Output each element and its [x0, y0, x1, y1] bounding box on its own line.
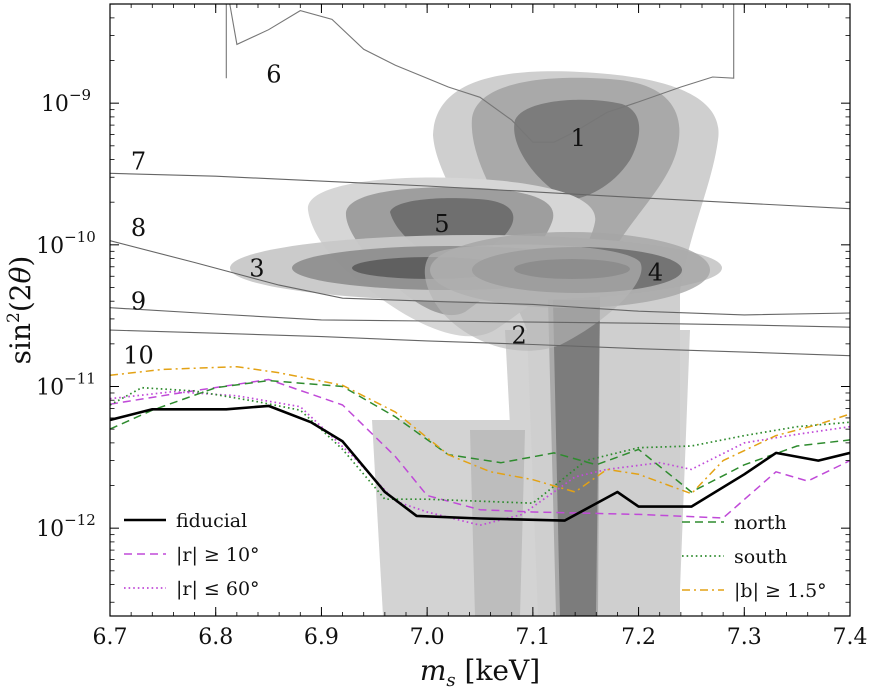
legend-item-b15: |b| ≥ 1.5° — [682, 580, 827, 602]
series-line-north — [110, 379, 850, 493]
x-tick-label: 7.0 — [410, 625, 445, 650]
y-tick-label: 10−11 — [36, 370, 96, 401]
y-axis-title: sin2(2θ) — [4, 256, 37, 365]
axis-ticks: 6.7 6.8 6.9 7.0 7.1 7.2 7.3 7.4 10−12 10−11 10−10 1… — [36, 3, 868, 650]
legend-label-r10: |r| ≥ 10° — [176, 544, 260, 566]
region-labels: 6 7 8 9 10 1 2 3 4 5 — [123, 60, 663, 369]
x-tick-label: 6.7 — [93, 625, 128, 650]
legend-item-r10: |r| ≥ 10° — [124, 544, 260, 566]
x-tick-label: 6.9 — [304, 625, 339, 650]
series-line-fiducial — [110, 404, 850, 522]
x-axis-title: ms [keV] — [420, 654, 540, 691]
legend-left: fiducial |r| ≥ 10° |r| ≤ 60° — [124, 510, 260, 600]
constraint-label-6: 6 — [266, 60, 281, 88]
contour-regions — [230, 71, 722, 616]
region-1-stem — [553, 300, 600, 616]
region-2-band-inner — [470, 430, 525, 616]
constraint-label-10: 10 — [123, 342, 154, 370]
legend-item-north: north — [682, 512, 787, 534]
constraint-label-9: 9 — [131, 287, 146, 315]
y-tick-label: 10−12 — [36, 511, 96, 542]
y-tick-label: 10−9 — [41, 86, 91, 117]
constraint-line-9 — [110, 307, 850, 328]
region-1-inner — [514, 99, 640, 200]
plot-frame — [109, 3, 851, 617]
legend-item-r60: |r| ≤ 60° — [124, 578, 260, 600]
constraint-line-10 — [110, 329, 850, 357]
region-label-1: 1 — [571, 124, 586, 152]
x-tick-label: 7.3 — [727, 625, 762, 650]
x-tick-label: 7.2 — [621, 625, 656, 650]
legend-label-north: north — [734, 512, 787, 534]
legend-right: north south |b| ≥ 1.5° — [682, 512, 827, 602]
legend-label-r60: |r| ≤ 60° — [176, 578, 260, 600]
x-tick-label: 6.8 — [198, 625, 233, 650]
legend-label-b15: |b| ≥ 1.5° — [734, 580, 827, 602]
svg-text:ms [keV]: ms [keV] — [420, 654, 540, 691]
constraint-line-7 — [110, 172, 850, 210]
limit-curves — [110, 365, 850, 527]
legend-item-south: south — [682, 546, 787, 568]
region-label-2: 2 — [511, 321, 526, 349]
x-tick-label: 7.4 — [833, 625, 868, 650]
x-tick-label: 7.1 — [515, 625, 550, 650]
svg-text:sin2(2θ): sin2(2θ) — [4, 256, 37, 365]
constraint-lines — [110, 4, 850, 357]
region-2-body — [424, 244, 642, 351]
legend-label-fiducial: fiducial — [176, 510, 247, 532]
y-tick-label: 10−10 — [36, 228, 96, 259]
series-line-r10 — [110, 378, 850, 519]
legend-label-south: south — [734, 546, 787, 568]
series-line-b15 — [110, 365, 850, 495]
legend-item-fiducial: fiducial — [124, 510, 247, 532]
region-label-5: 5 — [434, 210, 449, 238]
constraint-label-7: 7 — [131, 148, 146, 176]
region-label-3: 3 — [249, 255, 264, 283]
constraint-line-8 — [110, 240, 850, 316]
constraint-line-6 — [225, 4, 735, 143]
constraint-label-8: 8 — [131, 214, 146, 242]
region-label-4: 4 — [648, 258, 663, 286]
